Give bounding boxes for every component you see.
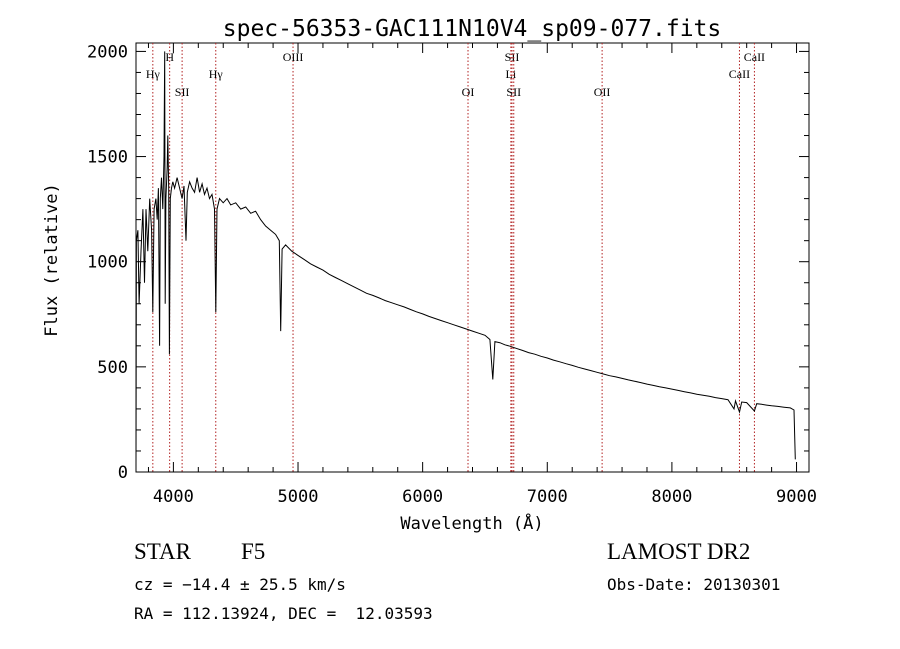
- x-tick-label: 7000: [527, 487, 568, 507]
- observation-date: Obs-Date: 20130301: [607, 575, 781, 594]
- spectral-line-label: OIII: [283, 50, 304, 64]
- object-type: STAR: [134, 539, 191, 564]
- x-axis-label: Wavelength (Å): [400, 512, 543, 534]
- x-tick-label: 8000: [651, 487, 692, 507]
- spectral-line-label: H: [165, 50, 174, 64]
- spectral-subclass: F5: [241, 539, 266, 564]
- axis-ticks: 4000 5000 6000 7000 8000 9000 0 500 1000 1500 2000: [87, 42, 817, 507]
- y-tick-label: 0: [118, 463, 128, 483]
- spectral-line-label: OI: [462, 85, 475, 99]
- spectral-line-label: SII: [506, 85, 521, 99]
- x-tick-label: 5000: [278, 487, 319, 507]
- spectral-line-label: OII: [594, 85, 611, 99]
- y-tick-label: 500: [97, 358, 128, 378]
- spectrum-series-line: [135, 51, 796, 466]
- spectral-line-label: CaII: [744, 50, 765, 64]
- y-tick-label: 1000: [87, 253, 128, 273]
- redshift-cz: cz = −14.4 ± 25.5 km/s: [134, 575, 346, 594]
- spectral-line-label: SII: [175, 85, 190, 99]
- spectral-line-markers: Hγ H SII Hγ OIII OI SII Li SII OII CaII CaII: [146, 43, 765, 472]
- y-tick-label: 1500: [87, 148, 128, 168]
- x-tick-label: 9000: [776, 487, 817, 507]
- spectral-line-label: CaII: [729, 67, 750, 81]
- x-tick-label: 4000: [153, 487, 194, 507]
- spectral-line-label: Hγ: [209, 67, 224, 81]
- coordinates: RA = 112.13924, DEC = 12.03593: [134, 604, 433, 623]
- spectral-line-label: Li: [506, 67, 517, 81]
- y-axis-label: Flux (relative): [42, 183, 62, 337]
- plot-border: [135, 42, 810, 473]
- x-tick-label: 6000: [402, 487, 443, 507]
- spectral-line-label: Hγ: [146, 67, 161, 81]
- survey-name: LAMOST DR2: [607, 539, 751, 564]
- y-tick-label: 2000: [87, 42, 128, 62]
- plot-frame: [135, 42, 810, 473]
- spectral-line-label: SII: [505, 50, 520, 64]
- chart-title: spec-56353-GAC111N10V4_sp09-077.fits: [223, 16, 722, 42]
